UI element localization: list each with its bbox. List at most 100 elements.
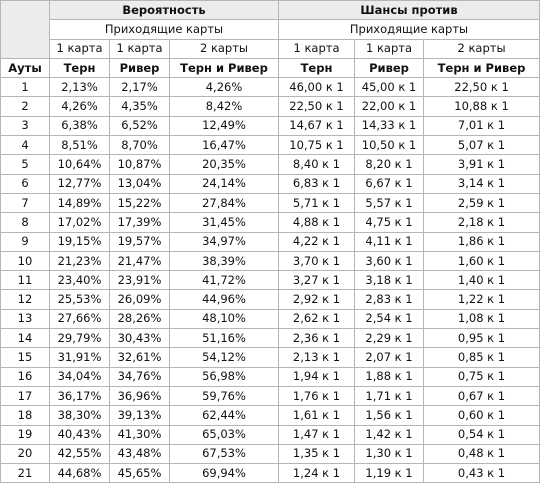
odds-turn-cell: 8,40 к 1 bbox=[278, 154, 355, 175]
odds-turn-river-cell: 22,50 к 1 bbox=[422, 77, 540, 98]
outs-cell: 15 bbox=[0, 347, 50, 368]
odds-turn-river-cell: 1,08 к 1 bbox=[422, 308, 540, 330]
table-row: 1 2,13% 2,17% 4,26% 46,00 к 1 45,00 к 1 22,50 … bbox=[0, 77, 540, 98]
odds-river-cell: 1,71 к 1 bbox=[354, 385, 424, 407]
odds-river-cell: 4,75 к 1 bbox=[354, 212, 424, 233]
table-row: 16 34,04% 34,76% 56,98% 1,94 к 1 1,88 к 1 0,75… bbox=[0, 366, 540, 387]
odds-turn-cell: 3,27 к 1 bbox=[278, 270, 355, 291]
odds-turn-cell: 1,94 к 1 bbox=[278, 366, 355, 387]
probability-turn-cell: 17,02% bbox=[49, 212, 110, 233]
probability-river-cell: 39,13% bbox=[109, 405, 170, 426]
odds-river-cell: 2,07 к 1 bbox=[354, 347, 424, 368]
odds-turn-cell: 1,76 к 1 bbox=[278, 385, 355, 407]
probability-turn-river-cell: 48,10% bbox=[169, 308, 279, 330]
odds-turn-river-cell: 1,86 к 1 bbox=[422, 231, 540, 252]
two-cards-header: 2 карты bbox=[422, 38, 540, 59]
probability-turn-river-cell: 65,03% bbox=[169, 424, 279, 445]
odds-river-cell: 3,60 к 1 bbox=[354, 250, 424, 272]
odds-turn-cell: 4,22 к 1 bbox=[278, 231, 355, 252]
river-header: Ривер bbox=[109, 57, 170, 79]
odds-turn-river-cell: 0,48 к 1 bbox=[422, 443, 540, 465]
probability-river-cell: 15,22% bbox=[109, 192, 170, 214]
odds-river-cell: 8,20 к 1 bbox=[354, 154, 424, 175]
turn-header: Терн bbox=[49, 57, 110, 79]
odds-turn-river-cell: 10,88 к 1 bbox=[422, 96, 540, 117]
table-row: 17 36,17% 36,96% 59,76% 1,76 к 1 1,71 к 1 0,67… bbox=[0, 385, 540, 407]
table-row: 7 14,89% 15,22% 27,84% 5,71 к 1 5,57 к 1 2,59 … bbox=[0, 192, 540, 214]
odds-river-cell: 22,00 к 1 bbox=[354, 96, 424, 117]
table-row: 21 44,68% 45,65% 69,94% 1,24 к 1 1,19 к 1 0,43… bbox=[0, 463, 540, 483]
one-card-header: 1 карта bbox=[49, 38, 110, 59]
odds-turn-river-cell: 0,54 к 1 bbox=[422, 424, 540, 445]
odds-turn-cell: 1,61 к 1 bbox=[278, 405, 355, 426]
probability-turn-river-cell: 44,96% bbox=[169, 289, 279, 310]
probability-turn-cell: 44,68% bbox=[49, 463, 110, 483]
outs-cell: 9 bbox=[0, 231, 50, 252]
probability-turn-cell: 21,23% bbox=[49, 250, 110, 272]
probability-river-cell: 6,52% bbox=[109, 115, 170, 137]
table-row: 19 40,43% 41,30% 65,03% 1,47 к 1 1,42 к 1 0,54… bbox=[0, 424, 540, 445]
probability-turn-cell: 23,40% bbox=[49, 270, 110, 291]
outs-cell: 3 bbox=[0, 115, 50, 137]
odds-turn-cell: 6,83 к 1 bbox=[278, 173, 355, 194]
odds-against-header: Шансы против bbox=[277, 0, 540, 21]
probability-turn-cell: 4,26% bbox=[49, 96, 110, 117]
odds-turn-cell: 3,70 к 1 bbox=[278, 250, 355, 272]
probability-turn-cell: 12,77% bbox=[49, 173, 110, 194]
probability-turn-cell: 40,43% bbox=[49, 424, 110, 445]
table-row: 6 12,77% 13,04% 24,14% 6,83 к 1 6,67 к 1 3,14 … bbox=[0, 173, 540, 194]
probability-turn-cell: 14,89% bbox=[49, 192, 110, 214]
odds-river-cell: 1,30 к 1 bbox=[354, 443, 424, 465]
outs-cell: 16 bbox=[0, 366, 50, 387]
outs-header: Ауты bbox=[0, 57, 50, 79]
table-row: 10 21,23% 21,47% 38,39% 3,70 к 1 3,60 к 1 1,60… bbox=[0, 250, 540, 272]
table-row: 3 6,38% 6,52% 12,49% 14,67 к 1 14,33 к 1 7,01 … bbox=[0, 115, 540, 137]
probability-turn-river-cell: 41,72% bbox=[169, 270, 279, 291]
outs-cell: 11 bbox=[0, 270, 50, 291]
odds-river-cell: 3,18 к 1 bbox=[354, 270, 424, 291]
probability-turn-river-cell: 38,39% bbox=[169, 250, 279, 272]
probability-turn-cell: 27,66% bbox=[49, 308, 110, 330]
odds-turn-cell: 1,35 к 1 bbox=[278, 443, 355, 465]
river-header: Ривер bbox=[354, 57, 424, 79]
outs-cell: 8 bbox=[0, 212, 50, 233]
two-cards-header: 2 карты bbox=[169, 38, 279, 59]
odds-turn-cell: 2,62 к 1 bbox=[278, 308, 355, 330]
odds-turn-cell: 14,67 к 1 bbox=[278, 115, 355, 137]
probability-turn-cell: 36,17% bbox=[49, 385, 110, 407]
table-row: 2 4,26% 4,35% 8,42% 22,50 к 1 22,00 к 1 10,88 … bbox=[0, 96, 540, 117]
odds-turn-river-cell: 0,43 к 1 bbox=[422, 463, 540, 483]
odds-turn-river-cell: 2,59 к 1 bbox=[422, 192, 540, 214]
odds-turn-river-cell: 5,07 к 1 bbox=[422, 135, 540, 156]
probability-turn-river-cell: 4,26% bbox=[169, 77, 279, 98]
probability-river-cell: 10,87% bbox=[109, 154, 170, 175]
incoming-cards-header-odds: Приходящие карты bbox=[277, 19, 540, 40]
probability-turn-river-cell: 51,16% bbox=[169, 328, 279, 349]
odds-turn-river-cell: 1,60 к 1 bbox=[422, 250, 540, 272]
probability-turn-cell: 31,91% bbox=[49, 347, 110, 368]
probability-turn-cell: 6,38% bbox=[49, 115, 110, 137]
probability-river-cell: 17,39% bbox=[109, 212, 170, 233]
header-row-incoming: Приходящие карты Приходящие карты bbox=[1, 19, 540, 40]
outs-cell: 7 bbox=[0, 192, 50, 214]
probability-river-cell: 28,26% bbox=[109, 308, 170, 330]
probability-turn-cell: 34,04% bbox=[49, 366, 110, 387]
odds-turn-cell: 1,24 к 1 bbox=[278, 463, 355, 483]
odds-turn-cell: 1,47 к 1 bbox=[278, 424, 355, 445]
probability-turn-river-cell: 16,47% bbox=[169, 135, 279, 156]
one-card-header: 1 карта bbox=[109, 38, 170, 59]
outs-cell: 12 bbox=[0, 289, 50, 310]
header-row-cardcount: 1 карта 1 карта 2 карты 1 карта 1 карта … bbox=[1, 38, 540, 59]
probability-turn-river-cell: 67,53% bbox=[169, 443, 279, 465]
turn-and-river-header: Терн и Ривер bbox=[169, 57, 279, 79]
table-row: 5 10,64% 10,87% 20,35% 8,40 к 1 8,20 к 1 3,91 … bbox=[0, 154, 540, 175]
odds-turn-cell: 2,36 к 1 bbox=[278, 328, 355, 349]
probability-turn-river-cell: 69,94% bbox=[169, 463, 279, 483]
odds-river-cell: 2,83 к 1 bbox=[354, 289, 424, 310]
odds-turn-river-cell: 7,01 к 1 bbox=[422, 115, 540, 137]
odds-river-cell: 4,11 к 1 bbox=[354, 231, 424, 252]
probability-turn-river-cell: 34,97% bbox=[169, 231, 279, 252]
probability-turn-river-cell: 24,14% bbox=[169, 173, 279, 194]
header-row-groups: Вероятность Шансы против bbox=[0, 0, 540, 59]
